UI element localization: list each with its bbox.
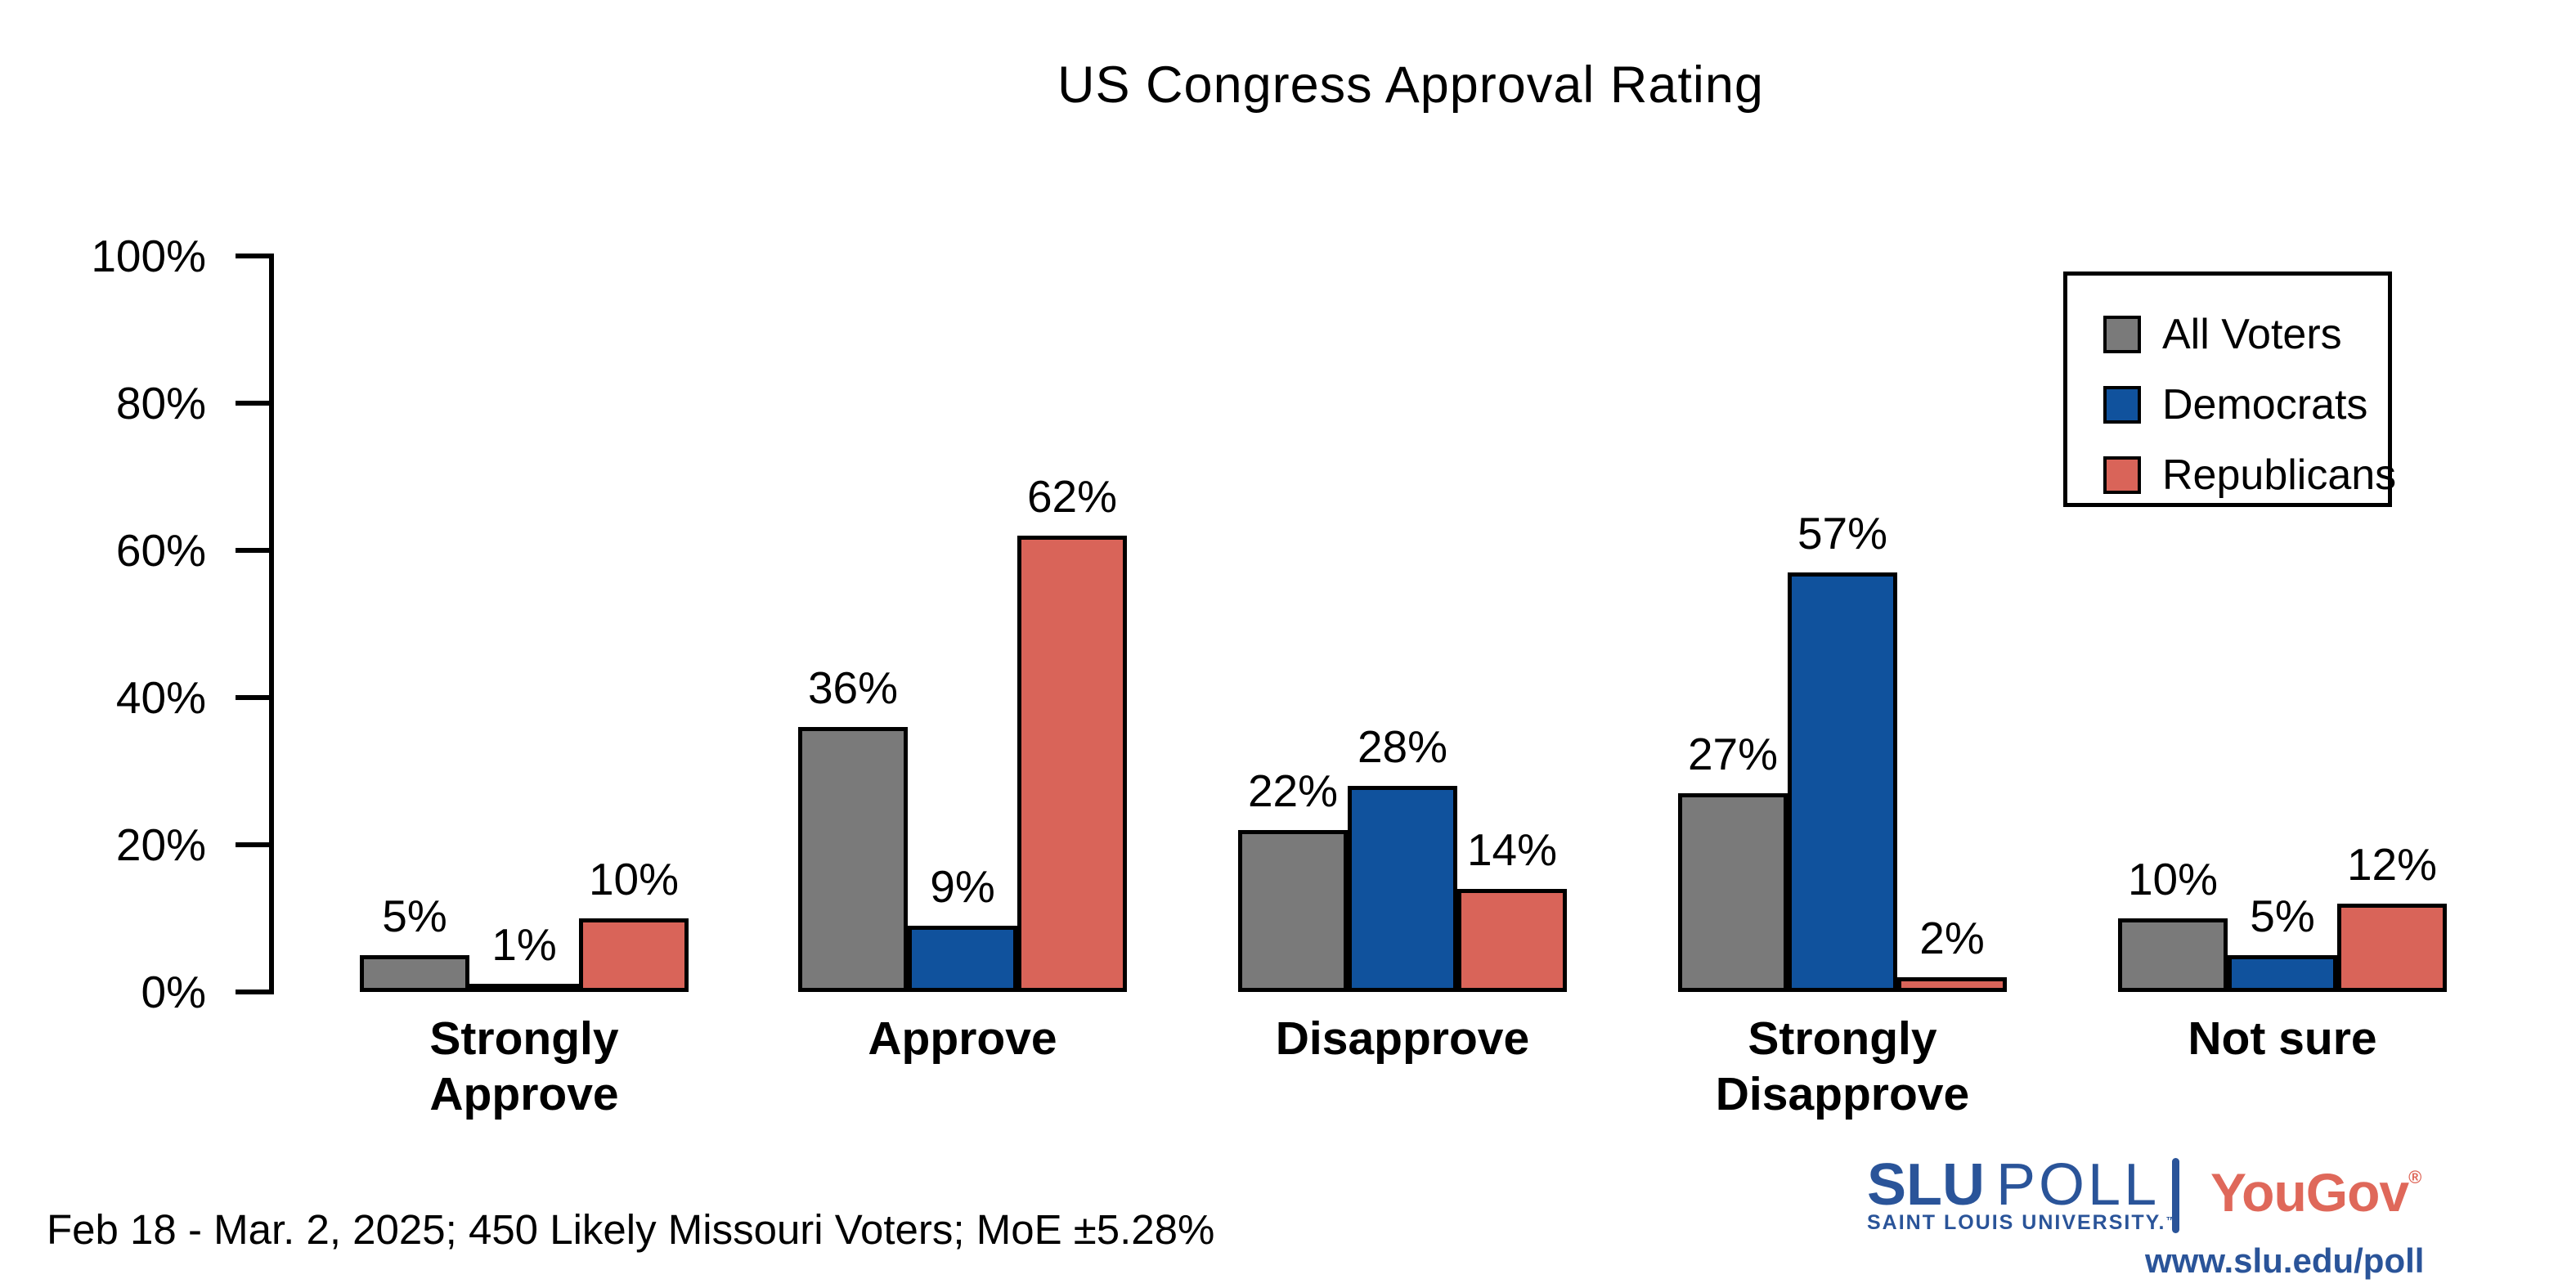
y-tick	[236, 842, 272, 847]
y-tick	[236, 401, 272, 406]
bar-value-label: 1%	[491, 919, 557, 970]
bar	[360, 955, 469, 992]
slu-subtitle: SAINT LOUIS UNIVERSITY.™	[1867, 1211, 2178, 1235]
bar	[1788, 572, 1897, 992]
y-axis-line	[269, 254, 274, 994]
bar-value-label: 27%	[1687, 729, 1779, 779]
registered-symbol: ®	[2408, 1167, 2422, 1187]
legend-swatch	[2103, 316, 2141, 353]
bar-value-label: 5%	[2250, 891, 2315, 941]
bar	[2228, 955, 2337, 992]
y-tick-label: 0%	[141, 967, 207, 1017]
bar-value-label: 2%	[1919, 913, 1985, 963]
y-tick-label: 80%	[115, 378, 206, 429]
bar	[579, 918, 689, 992]
y-tick	[236, 695, 272, 700]
legend-item: Democrats	[2103, 380, 2396, 429]
logo-divider	[2172, 1158, 2179, 1233]
slu-poll-logo: SLU POLL	[1867, 1151, 2160, 1218]
legend-item: All Voters	[2103, 310, 2396, 359]
legend-item-label: Republicans	[2162, 451, 2397, 499]
footnote: Feb 18 - Mar. 2, 2025; 450 Likely Missou…	[47, 1206, 1215, 1253]
legend-item: Republicans	[2103, 451, 2396, 500]
bar	[1238, 830, 1348, 992]
bar-value-label: 12%	[2346, 839, 2438, 890]
bar	[1017, 536, 1127, 992]
bar	[469, 984, 579, 992]
y-tick-label: 20%	[115, 819, 206, 870]
y-tick-label: 100%	[91, 231, 206, 281]
legend-box: All Voters Democrats Republicans	[2063, 272, 2396, 507]
y-tick	[236, 254, 272, 258]
yougov-word: YouGov	[2210, 1162, 2409, 1223]
legend-item-label: Democrats	[2162, 381, 2368, 429]
bar	[1678, 793, 1788, 992]
legend-swatch	[2103, 386, 2141, 424]
category-label: Disapprove	[1275, 1012, 1530, 1065]
bar-value-label: 10%	[588, 854, 680, 904]
bar	[1897, 977, 2007, 992]
bar-value-label: 10%	[2127, 854, 2219, 904]
site-url: www.slu.edu/poll	[2145, 1241, 2425, 1280]
legend-item-label: All Voters	[2162, 311, 2342, 358]
bar-value-label: 9%	[930, 861, 995, 912]
bar-value-label: 22%	[1247, 765, 1339, 816]
bar	[1457, 889, 1567, 992]
yougov-logo: YouGov®	[2210, 1161, 2421, 1223]
bar-value-label: 5%	[382, 891, 447, 941]
bar-value-label: 36%	[807, 662, 899, 713]
y-tick-label: 40%	[115, 672, 206, 723]
legend-swatch	[2103, 456, 2141, 494]
bar-value-label: 57%	[1797, 508, 1888, 559]
y-tick	[236, 990, 272, 994]
category-label: Approve	[868, 1012, 1057, 1065]
bar	[908, 926, 1017, 992]
chart-title: US Congress Approval Rating	[1057, 56, 1764, 114]
legend-items: All Voters Democrats Republicans	[2103, 310, 2396, 500]
bar	[1348, 786, 1457, 992]
bar-value-label: 14%	[1466, 824, 1558, 875]
bar	[798, 727, 908, 992]
category-label: Not sure	[2188, 1012, 2377, 1065]
slu-subtitle-text: SAINT LOUIS UNIVERSITY.	[1867, 1211, 2166, 1234]
slu-logo-word: SLU	[1867, 1152, 1985, 1218]
poll-logo-word: POLL	[1996, 1152, 2161, 1218]
bar-value-label: 62%	[1026, 471, 1118, 522]
bar	[2118, 918, 2228, 992]
y-tick	[236, 548, 272, 553]
bar-value-label: 28%	[1357, 721, 1448, 772]
category-label: Strongly Approve	[429, 1012, 619, 1121]
y-tick-label: 60%	[115, 525, 206, 576]
category-label: Strongly Disapprove	[1715, 1012, 1970, 1121]
bar	[2337, 904, 2447, 992]
